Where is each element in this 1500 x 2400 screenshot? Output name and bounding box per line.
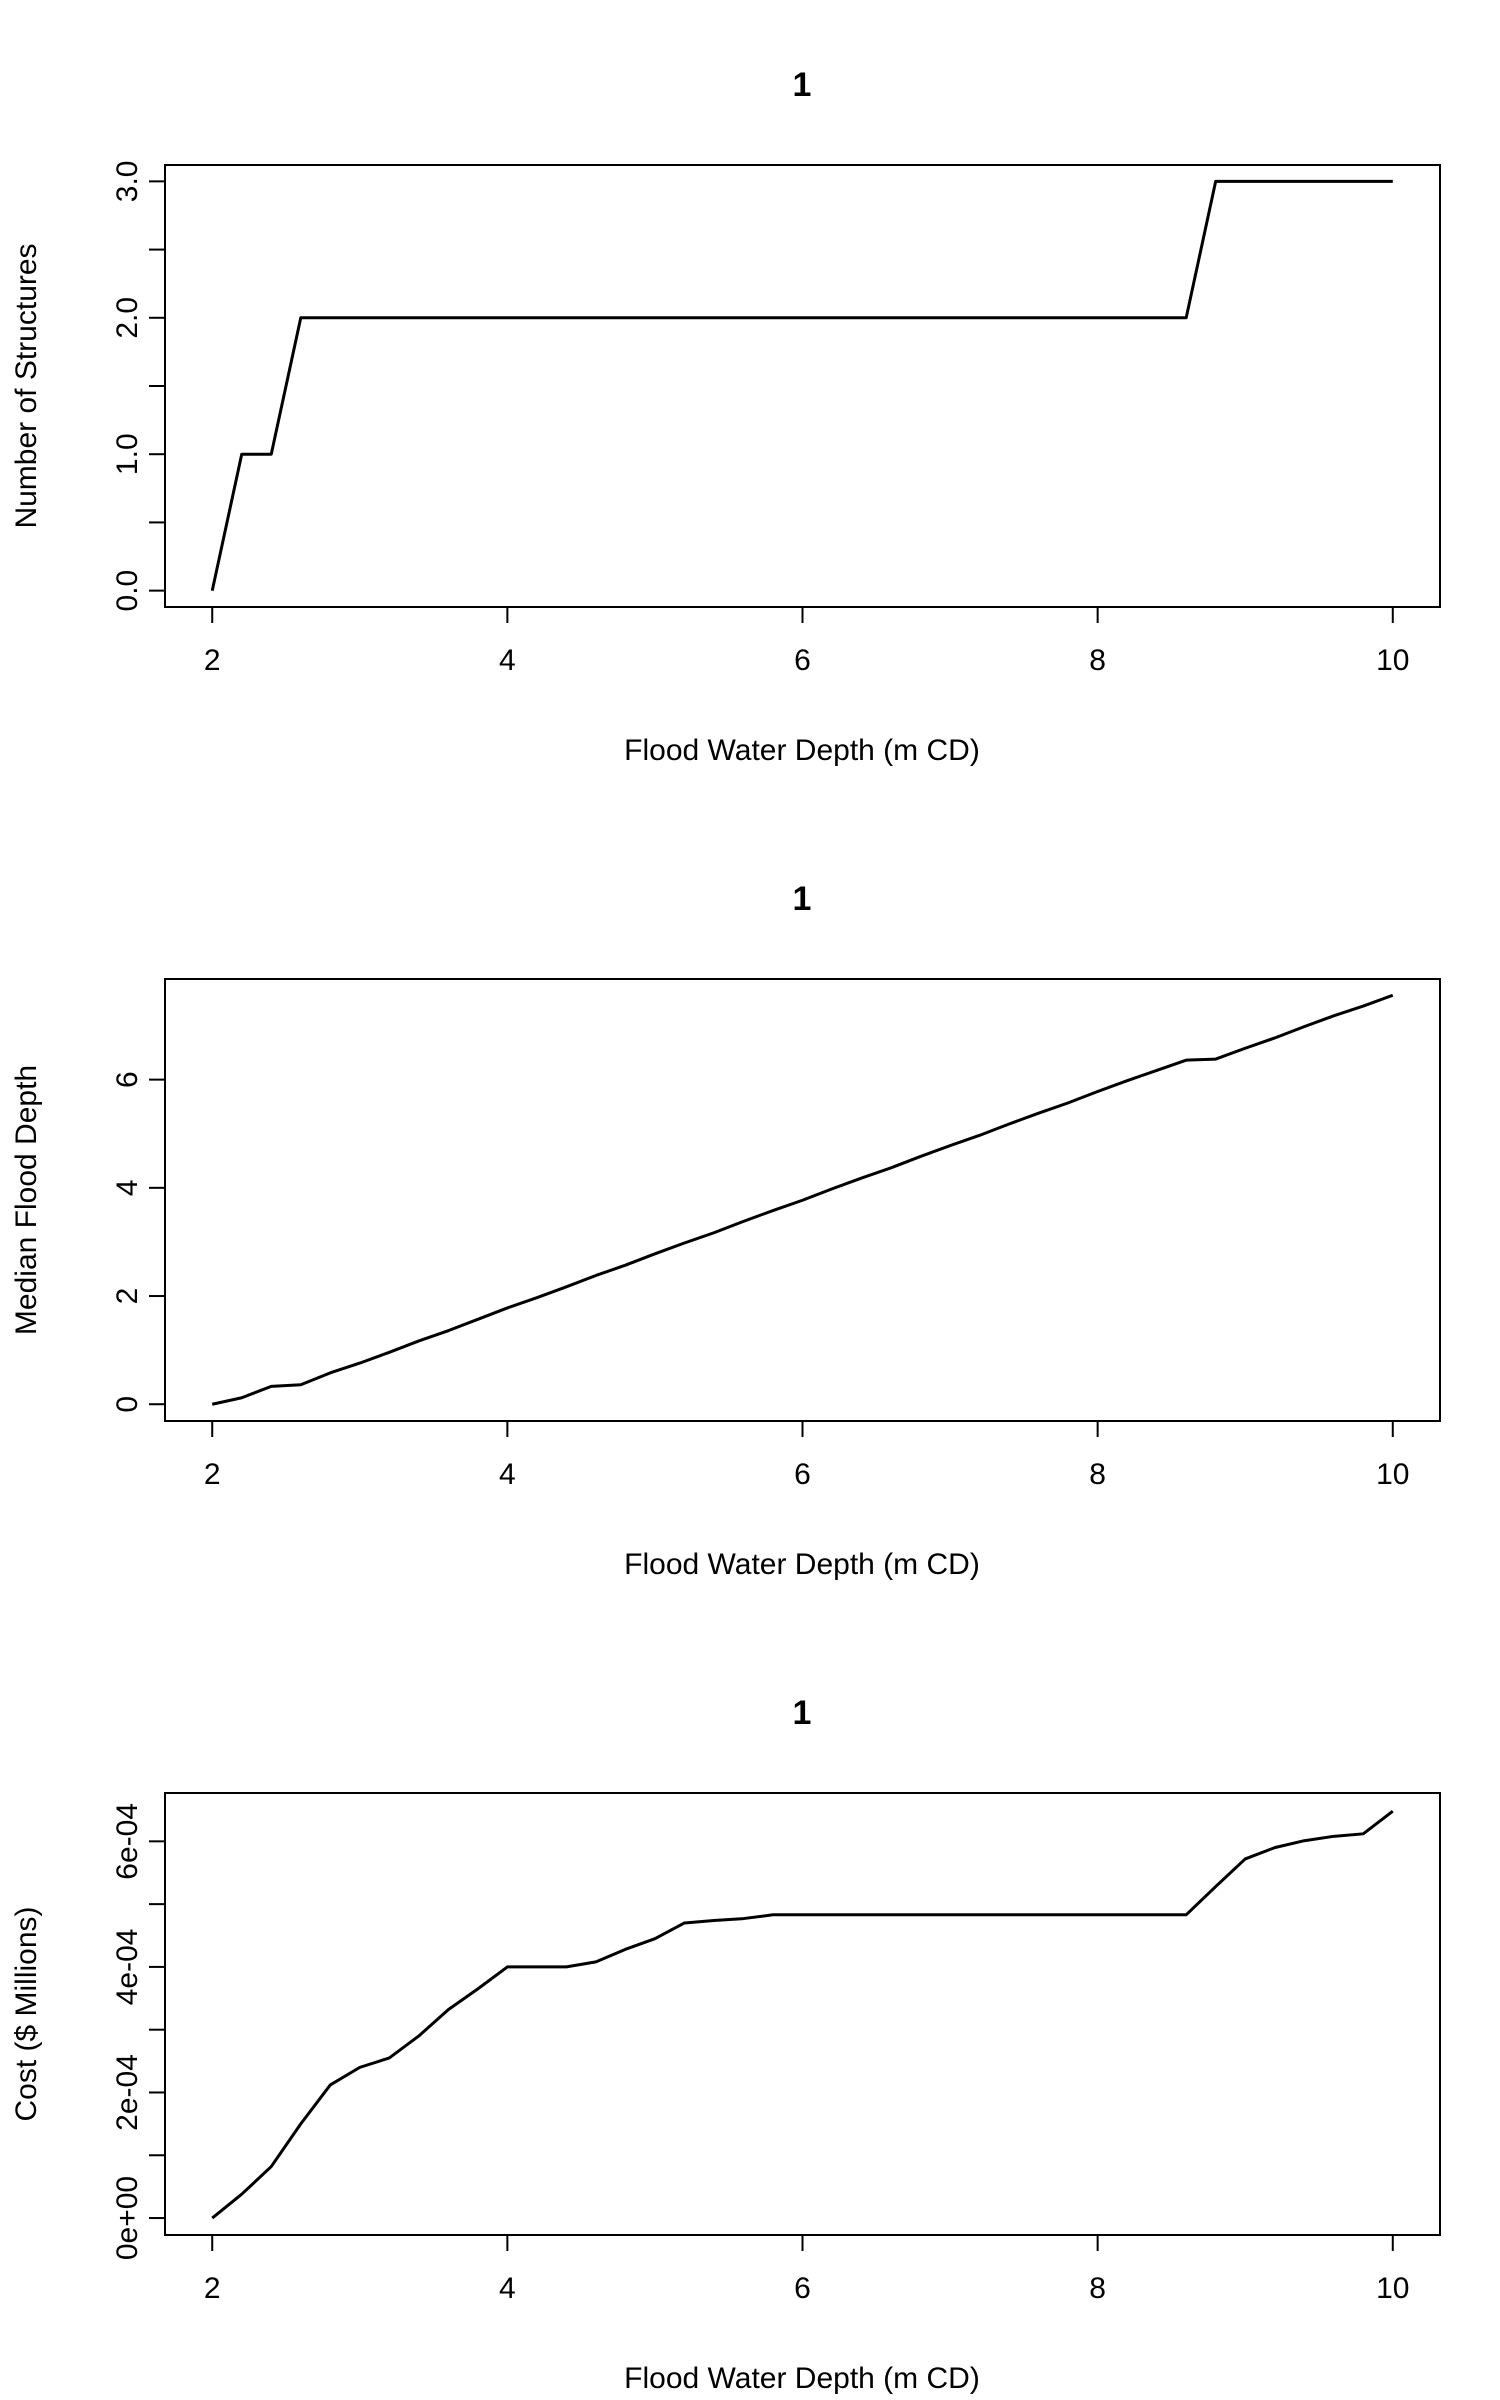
series-line [211, 1810, 1394, 2220]
x-tick-label: 10 [1376, 644, 1409, 677]
x-tick-label: 4 [499, 644, 516, 677]
y-axis-title: Cost ($ Millions) [10, 1906, 43, 2121]
x-tick-label: 2 [204, 644, 221, 677]
series-layer [211, 993, 1394, 1406]
y-tick-label: 4e-04 [111, 1929, 144, 2006]
plot-frame [164, 164, 1441, 608]
series-layer [211, 1810, 1394, 2220]
y-axis-title: Number of Structures [10, 243, 43, 528]
series-layer [210, 179, 1393, 591]
panel-title: 1 [793, 66, 812, 104]
x-axis: 2 4 6 8 10 [204, 606, 1409, 677]
x-tick-label: 6 [794, 644, 811, 677]
panel-cost: 1 2 4 6 8 10 0e+00 2e-04 4e-04 6e-04 Flood Wate… [10, 1694, 1441, 2395]
y-axis: 0.0 1.0 2.0 3.0 [111, 161, 166, 612]
x-tick-label: 8 [1089, 644, 1106, 677]
y-tick-label: 2.0 [111, 297, 144, 339]
series-line [210, 179, 1393, 591]
y-tick-label: 6 [111, 1071, 144, 1088]
y-tick-label: 4 [111, 1179, 144, 1196]
x-axis-title: Flood Water Depth (m CD) [624, 2362, 980, 2395]
x-axis-title: Flood Water Depth (m CD) [624, 1548, 980, 1581]
y-tick-label: 2 [111, 1288, 144, 1305]
series-line [211, 993, 1394, 1406]
plot-frame [164, 1792, 1441, 2236]
x-tick-label: 10 [1376, 2272, 1409, 2305]
panel-median-flood-depth: 1 2 4 6 8 10 0 2 4 6 Flood Water Depth (m CD) M… [10, 880, 1441, 1581]
x-tick-label: 6 [794, 2272, 811, 2305]
y-tick-label: 0.0 [111, 570, 144, 612]
panel-title: 1 [793, 880, 812, 918]
x-tick-label: 2 [204, 2272, 221, 2305]
y-tick-label: 3.0 [111, 161, 144, 203]
y-axis: 0e+00 2e-04 4e-04 6e-04 [111, 1803, 166, 2260]
x-axis: 2 4 6 8 10 [204, 1420, 1409, 1491]
panel-title: 1 [793, 1694, 812, 1732]
panel-number-of-structures: 1 2 4 6 8 10 0.0 1.0 2.0 3.0 Flood Water Depth … [10, 66, 1441, 767]
x-tick-label: 4 [499, 2272, 516, 2305]
x-tick-label: 8 [1089, 1458, 1106, 1491]
x-tick-label: 8 [1089, 2272, 1106, 2305]
x-tick-label: 6 [794, 1458, 811, 1491]
x-tick-label: 4 [499, 1458, 516, 1491]
y-tick-label: 0 [111, 1396, 144, 1413]
y-tick-label: 0e+00 [111, 2176, 144, 2260]
x-axis-title: Flood Water Depth (m CD) [624, 734, 980, 767]
y-axis: 0 2 4 6 [111, 1071, 166, 1413]
x-tick-label: 2 [204, 1458, 221, 1491]
x-axis: 2 4 6 8 10 [204, 2234, 1409, 2305]
y-axis-title: Median Flood Depth [10, 1065, 43, 1335]
y-tick-label: 1.0 [111, 433, 144, 475]
y-tick-label: 6e-04 [111, 1803, 144, 1880]
y-tick-label: 2e-04 [111, 2054, 144, 2131]
x-tick-label: 10 [1376, 1458, 1409, 1491]
